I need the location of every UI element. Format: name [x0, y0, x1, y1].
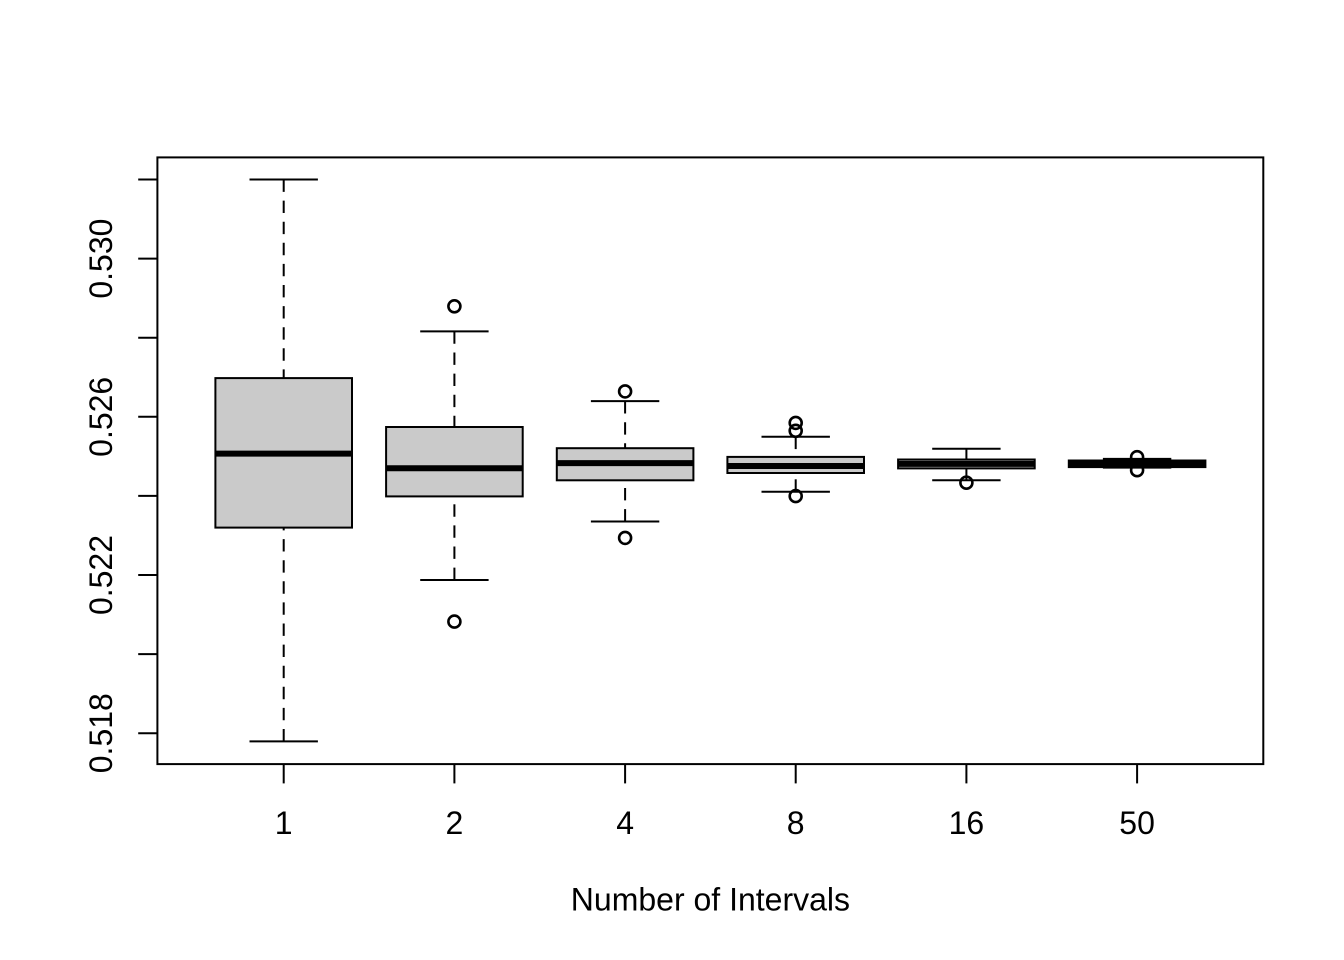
svg-text:2: 2 [446, 805, 464, 841]
svg-text:4: 4 [616, 805, 634, 841]
svg-text:0.518: 0.518 [83, 693, 119, 773]
svg-text:Number of Intervals: Number of Intervals [571, 882, 850, 918]
svg-text:0.530: 0.530 [83, 219, 119, 299]
svg-text:50: 50 [1119, 805, 1155, 841]
svg-text:16: 16 [949, 805, 985, 841]
svg-text:1: 1 [275, 805, 293, 841]
svg-text:0.526: 0.526 [83, 377, 119, 457]
svg-text:8: 8 [787, 805, 805, 841]
svg-text:0.522: 0.522 [83, 535, 119, 615]
